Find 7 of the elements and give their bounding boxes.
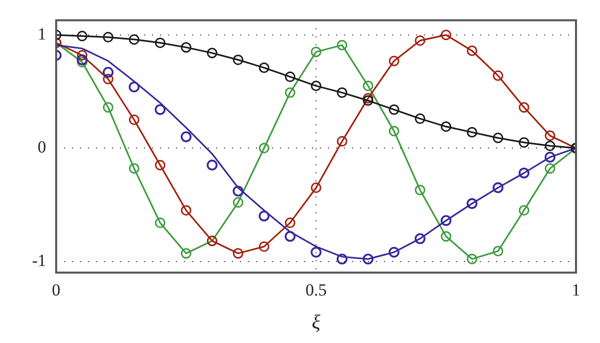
x-axis-title: ξ <box>312 311 321 334</box>
y-tick-label: 1 <box>38 24 46 44</box>
x-tick-label: 1 <box>572 280 580 300</box>
x-tick-label: 0.5 <box>305 280 327 300</box>
x-tick-label: 0 <box>52 280 60 300</box>
y-tick-label: 0 <box>38 138 46 157</box>
y-tick-label: -1 <box>32 250 46 270</box>
